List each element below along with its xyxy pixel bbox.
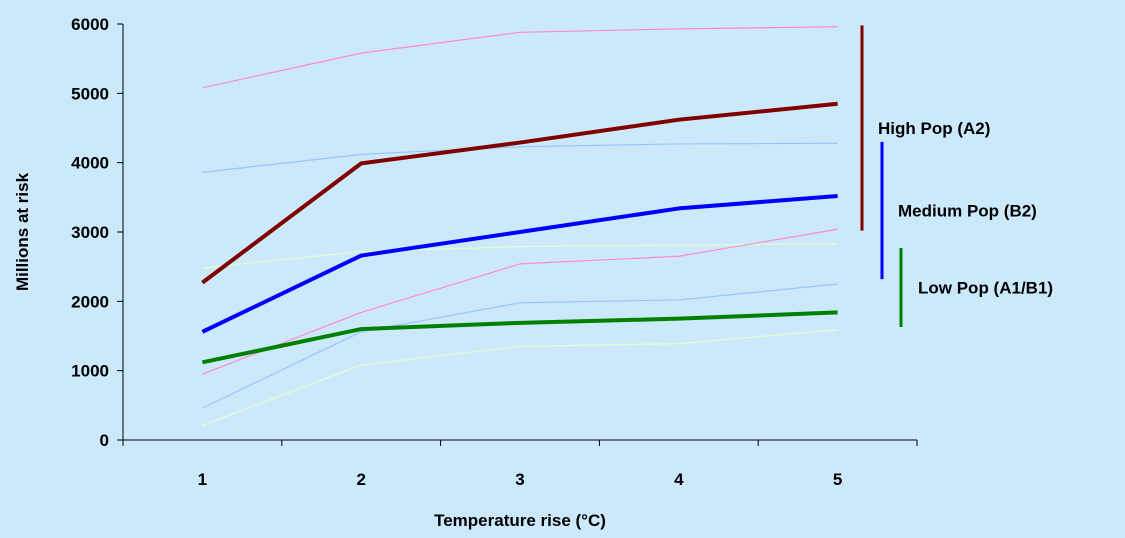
- y-tick-label: 2000: [71, 292, 109, 311]
- series-line-1: [202, 26, 838, 89]
- series-line-8: [201, 310, 838, 365]
- bracket-label-3: Low Pop (A1/B1): [918, 278, 1053, 297]
- bracket-label-1: High Pop (A2): [878, 119, 990, 138]
- y-tick-label: 5000: [71, 84, 109, 103]
- series-line-4: [201, 193, 838, 334]
- y-tick-label: 1000: [71, 362, 109, 381]
- y-tick-label: 0: [100, 431, 109, 450]
- y-tick-label: 3000: [71, 223, 109, 242]
- bracket-label-2: Medium Pop (B2): [898, 202, 1037, 221]
- x-tick-label: 4: [674, 470, 684, 489]
- series-line-7: [202, 283, 838, 409]
- y-tick-label: 4000: [71, 154, 109, 173]
- series-line-2: [201, 101, 838, 285]
- x-tick-label: 5: [833, 470, 842, 489]
- series-line-6: [202, 228, 838, 375]
- x-axis-title: Temperature rise (°C): [434, 511, 606, 530]
- y-tick-label: 6000: [71, 15, 109, 34]
- series-line-3: [202, 142, 838, 173]
- x-tick-label: 2: [356, 470, 365, 489]
- series-line-9: [202, 329, 838, 427]
- x-tick-label: 3: [515, 470, 524, 489]
- x-tick-label: 1: [198, 470, 207, 489]
- y-axis-title: Millions at risk: [13, 172, 32, 291]
- series-line-5: [202, 243, 838, 269]
